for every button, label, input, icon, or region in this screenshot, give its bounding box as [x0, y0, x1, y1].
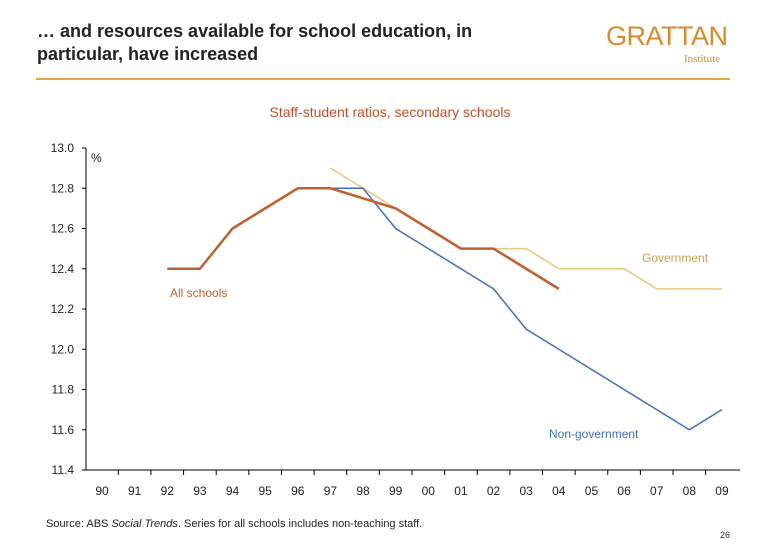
x-tick-label: 94	[226, 484, 240, 498]
x-tick-label: 04	[552, 484, 566, 498]
x-tick-label: 95	[258, 484, 272, 498]
x-tick-label: 98	[356, 484, 370, 498]
x-tick-label: 00	[422, 484, 436, 498]
x-tick-label: 08	[683, 484, 697, 498]
x-tick-label: 99	[389, 484, 403, 498]
page-number: 26	[720, 530, 731, 540]
y-tick-label: 12.4	[51, 262, 75, 276]
series-line-all-schools	[167, 187, 560, 290]
y-tick-label: 12.6	[51, 222, 75, 236]
chart-title: Staff-student ratios, secondary schools	[269, 104, 511, 120]
x-tick-label: 03	[520, 484, 534, 498]
y-tick-label: 11.4	[52, 463, 75, 477]
y-tick-label: 12.8	[51, 181, 75, 195]
x-tick-label: 96	[291, 484, 305, 498]
x-tick-label: 09	[715, 484, 729, 498]
y-tick-label: 11.6	[52, 423, 75, 437]
source-prefix: Source: ABS	[46, 518, 112, 530]
x-tick-label: 97	[324, 484, 338, 498]
series-line-government	[330, 167, 722, 290]
x-tick-label: 02	[487, 484, 501, 498]
x-tick-label: 92	[161, 484, 175, 498]
x-tick-label: 91	[128, 484, 142, 498]
x-tick-label: 93	[193, 484, 207, 498]
y-tick-label: 11.8	[52, 383, 75, 397]
x-tick-label: 07	[650, 484, 664, 498]
x-tick-label: 06	[617, 484, 631, 498]
y-axis-unit: %	[91, 151, 102, 165]
source-note: Source: ABS Social Trends. Series for al…	[46, 518, 422, 531]
y-tick-label: 13.0	[51, 141, 75, 155]
x-tick-label: 90	[95, 484, 109, 498]
grattan-logo-sub: Institute	[684, 53, 721, 65]
series-label-non-government: Non-government	[549, 427, 639, 441]
x-tick-label: 05	[585, 484, 599, 498]
y-tick-label: 12.2	[51, 302, 75, 316]
y-tick-label: 12.0	[51, 342, 75, 356]
header-divider	[36, 78, 730, 80]
series-label-all-schools: All schools	[170, 286, 227, 300]
series-line-non-government	[330, 187, 723, 431]
source-rest: . Series for all schools includes non-te…	[177, 518, 423, 530]
source-italic: Social Trends	[111, 518, 178, 530]
slide-title: … and resources available for school edu…	[37, 21, 473, 64]
series-label-government: Government	[642, 251, 709, 265]
x-tick-label: 01	[454, 484, 468, 498]
grattan-logo: GRATTAN	[606, 21, 728, 51]
